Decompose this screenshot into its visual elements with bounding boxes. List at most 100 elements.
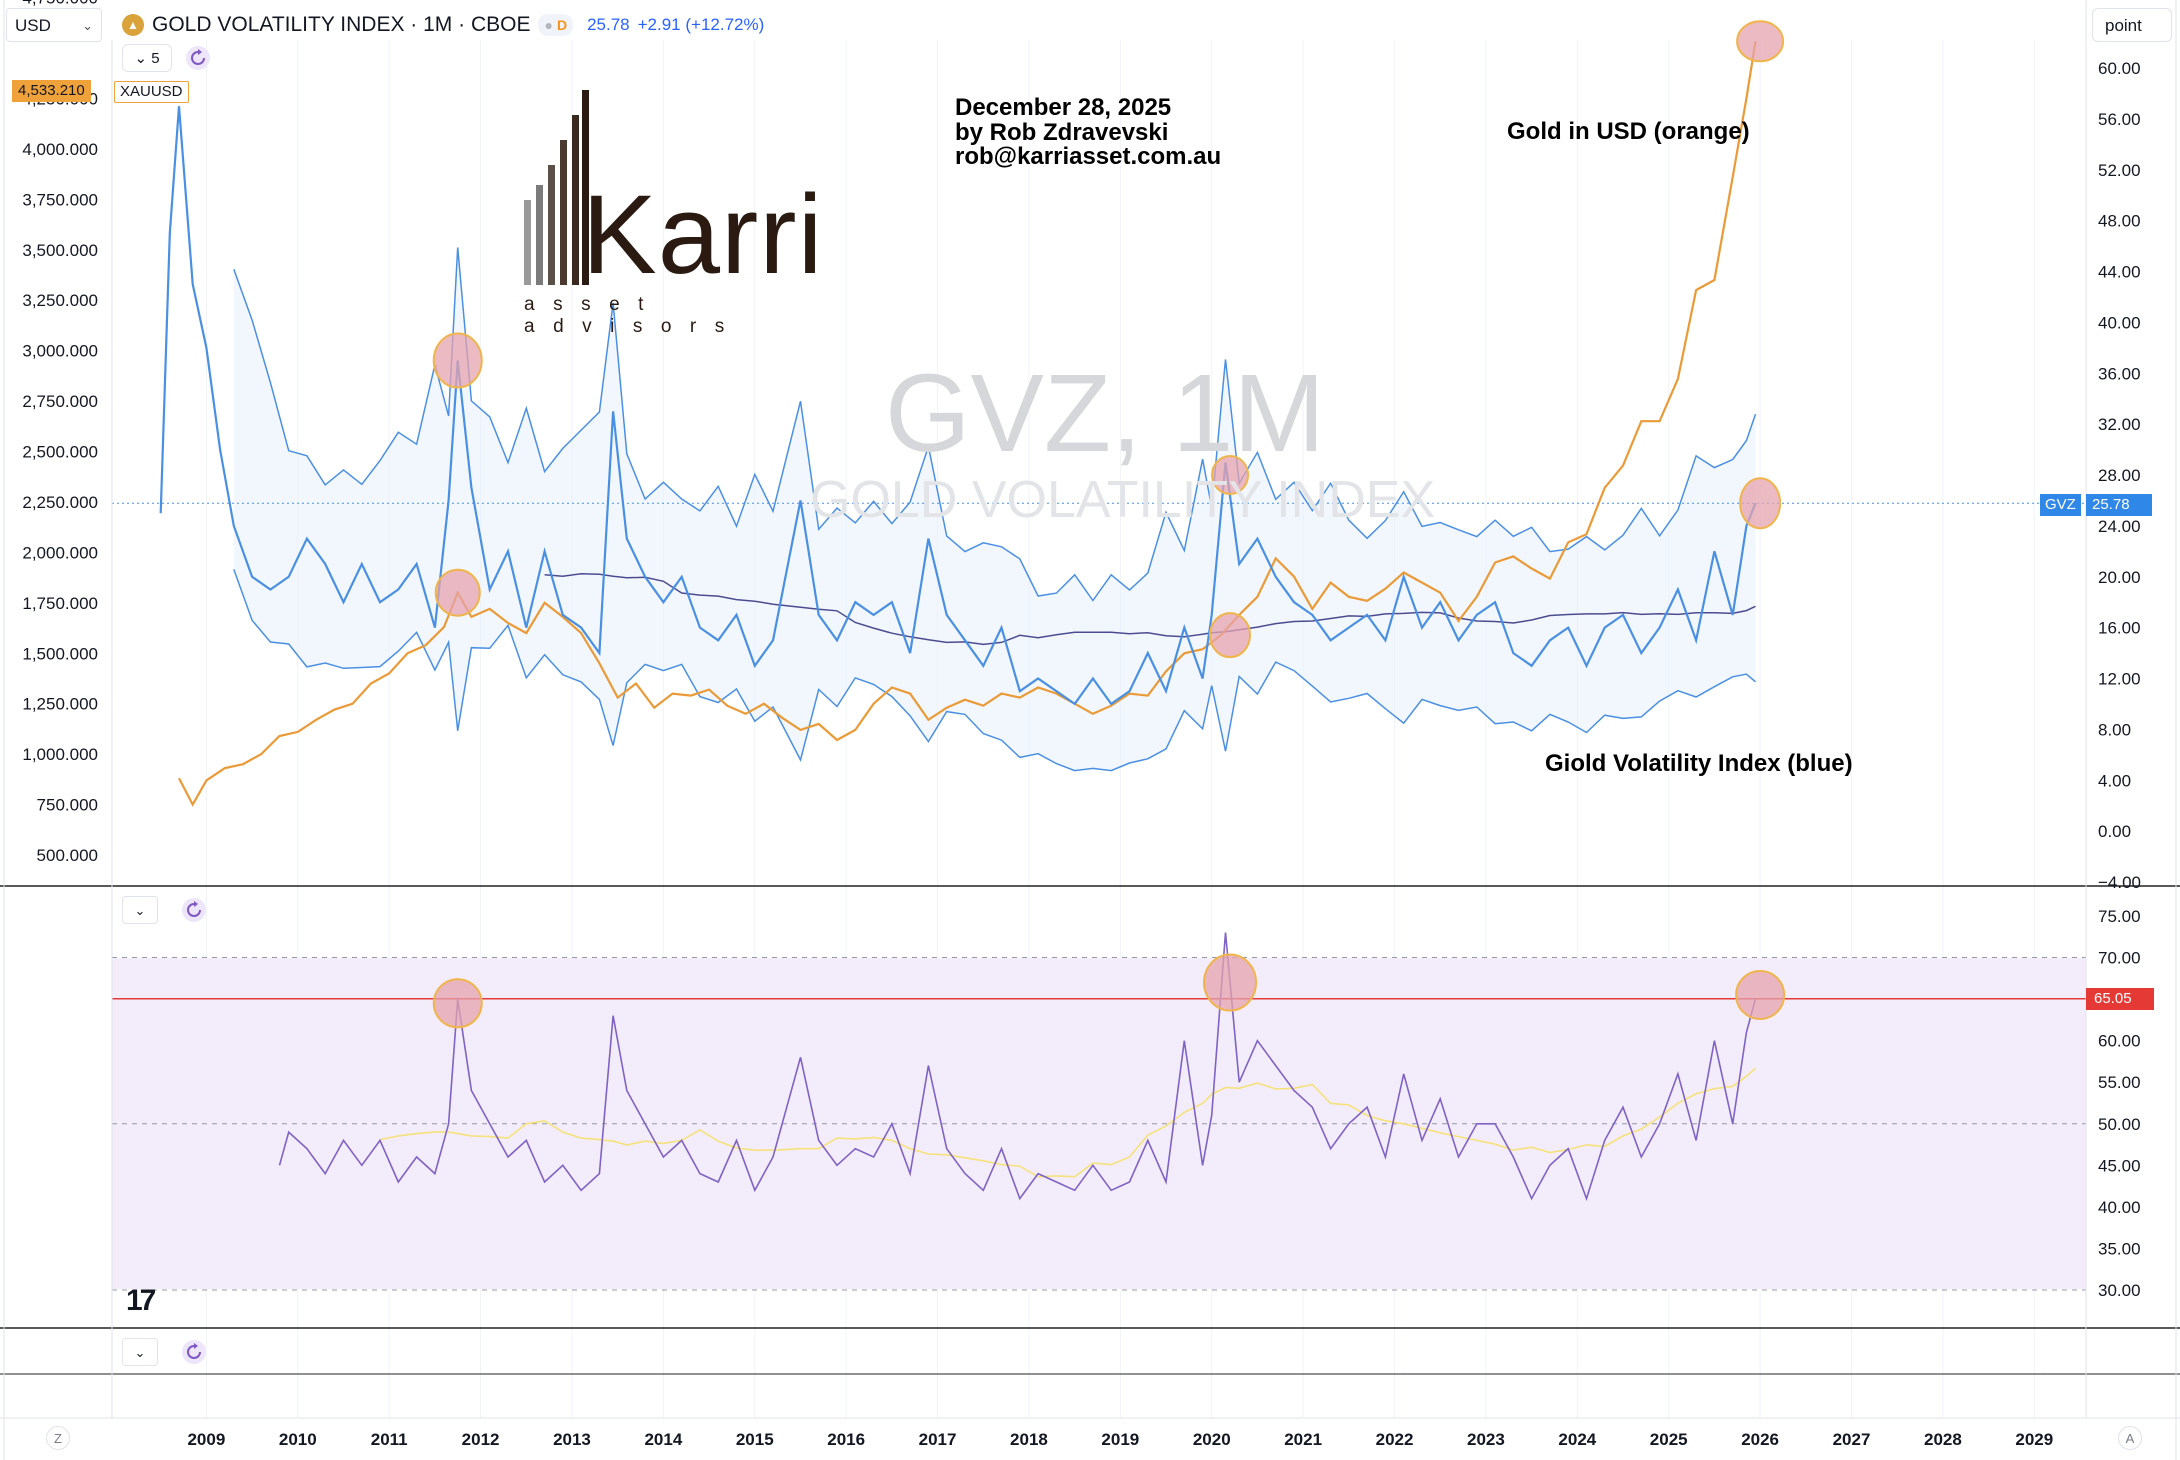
left-tick-label: 500.000 [37,846,98,865]
xauusd-label: XAUUSD [114,81,189,103]
time-tick-label: 2023 [1467,1430,1505,1449]
time-tick-label: 2012 [462,1430,500,1449]
highlight-gold-2011 [434,568,481,617]
gvz-label: GVZ [2040,494,2081,516]
watermark-title: GVZ, 1M [885,352,1326,475]
delay-badge[interactable]: ● D [538,14,574,36]
time-tick-label: 2011 [371,1430,408,1449]
right-tick-label: 36.00 [2098,364,2141,383]
highlight-gvz-2011 [432,332,483,389]
time-tick-label: 2027 [1833,1430,1871,1449]
refresh-icon[interactable] [186,46,210,70]
highlight-rsi-2025 [1735,969,1786,1020]
right-tick-label: 56.00 [2098,110,2141,129]
symbol-title: GOLD VOLATILITY INDEX · 1M · CBOE [152,13,531,36]
tradingview-logo-icon[interactable]: 17 [126,1284,156,1317]
gvz-points [160,106,1756,705]
right-tick-label: 4.00 [2098,771,2131,790]
xauusd-price-tag: 4,533.210 [12,80,91,102]
logo-name: Karri [582,172,824,297]
currency-select[interactable]: USD ⌄ [6,8,102,42]
auto-scale-button[interactable]: A [2118,1426,2142,1450]
time-tick-label: 2015 [736,1430,774,1449]
gold-symbol-icon: ▲ [122,14,144,36]
time-tick-label: 2022 [1376,1430,1414,1449]
highlight-gvz-2020 [1211,455,1250,495]
zoom-button[interactable]: Z [46,1426,70,1450]
time-tick-label: 2019 [1101,1430,1139,1449]
left-tick-label: 1,000.000 [22,745,98,764]
annotation-gvz-note: Giold Volatility Index (blue) [1545,750,1853,777]
rsi-tick-label: 75.00 [2098,907,2141,926]
highlight-gold-2025 [1736,20,1785,63]
rsi-axis[interactable]: 75.00 70.00 60.00 55.00 50.00 45.00 40.00 35.00… [2098,907,2141,1300]
time-tick-label: 2021 [1284,1430,1322,1449]
annotation-author: by Rob Zdravevski [955,119,1169,146]
rsi-pane[interactable] [112,932,2086,1291]
rsi-value-tag: 65.05 [2086,988,2154,1010]
left-tick-label: 1,500.000 [22,644,98,663]
currency-label: USD [15,16,51,35]
watermark-subtitle: GOLD VOLATILITY INDEX [810,471,1436,529]
chevron-down-icon: ⌄ [134,50,148,67]
price-change: +2.91 (+12.72%) [637,15,765,34]
left-tick-label: 2,750.000 [22,392,98,411]
logo-bars-icon [524,90,589,285]
rsi-tick-label: 70.00 [2098,949,2141,968]
chevron-down-icon: ⌄ [134,903,146,918]
scale-mode-label: point [2105,16,2142,35]
annotation-date: December 28, 2025 [955,94,1172,121]
right-tick-label: −4.00 [2098,873,2141,892]
time-tick-label: 2017 [919,1430,957,1449]
time-tick-label: 2016 [827,1430,865,1449]
rsi-refresh-icon[interactable] [182,898,206,922]
left-tick-label: 3,000.000 [22,342,98,361]
right-tick-label: 16.00 [2098,619,2141,638]
right-tick-label: 8.00 [2098,720,2131,739]
delay-dot-icon: ● [544,17,553,33]
right-tick-label: 60.00 [2098,59,2141,78]
chevron-down-icon: ⌄ [82,18,93,33]
symbol-header[interactable]: ▲ GOLD VOLATILITY INDEX · 1M · CBOE ● D … [122,10,764,40]
scale-mode-button[interactable]: point [2092,8,2172,42]
bollinger-band-fill [233,247,1756,771]
left-tick-label: 3,750.000 [22,190,98,209]
auto-scale-label: A [2125,1431,2135,1446]
left-tick-label: 2,000.000 [22,543,98,562]
karri-logo: Karri asset advisors [520,88,885,337]
left-tick-label: 3,250.000 [22,291,98,310]
rsi-tick-label: 35.00 [2098,1239,2141,1258]
left-tick-label: 4,750.000 [22,0,98,8]
indicators-collapse-button[interactable]: ⌄ 5 [122,44,172,72]
left-tick-label: 750.000 [37,796,98,815]
gvz-moving-average-line [544,572,1756,646]
right-tick-label: 0.00 [2098,822,2131,841]
time-tick-label: 2018 [1010,1430,1048,1449]
highlight-rsi-2020 [1203,953,1258,1012]
left-price-axis[interactable]: 4,750.0004,250.0004,000.0003,750.0003,50… [22,0,98,865]
right-tick-label: 52.00 [2098,161,2141,180]
gvz-value-tag: 25.78 [2086,494,2152,516]
time-axis[interactable]: 2009 2010 2011 2012 2013 2014 2015 2016 2017 2018… [187,1430,2053,1449]
indicator-count: 5 [151,50,160,67]
left-tick-label: 4,000.000 [22,140,98,159]
rsi-pane-collapse-button[interactable]: ⌄ [122,896,158,924]
third-pane-refresh-icon[interactable] [182,1340,206,1364]
chevron-down-icon: ⌄ [134,1345,146,1360]
annotation-gold-note: Gold in USD (orange) [1507,118,1750,145]
time-tick-label: 2009 [187,1430,225,1449]
xauusd-value: 4,533.210 [18,82,85,99]
logo-tagline: asset advisors [524,294,743,337]
third-pane-collapse-button[interactable]: ⌄ [122,1338,158,1366]
highlight-gold-2020 [1209,612,1252,659]
time-tick-label: 2026 [1741,1430,1779,1449]
rsi-tick-label: 60.00 [2098,1032,2141,1051]
right-tick-label: 28.00 [2098,466,2141,485]
time-tick-label: 2013 [553,1430,591,1449]
left-tick-label: 1,250.000 [22,695,98,714]
left-tick-label: 2,250.000 [22,493,98,512]
right-price-axis[interactable]: 60.00 56.00 52.00 48.00 44.00 40.00 36.00 32.00… [2098,59,2141,892]
right-tick-label: 44.00 [2098,263,2141,282]
time-tick-label: 2020 [1193,1430,1231,1449]
